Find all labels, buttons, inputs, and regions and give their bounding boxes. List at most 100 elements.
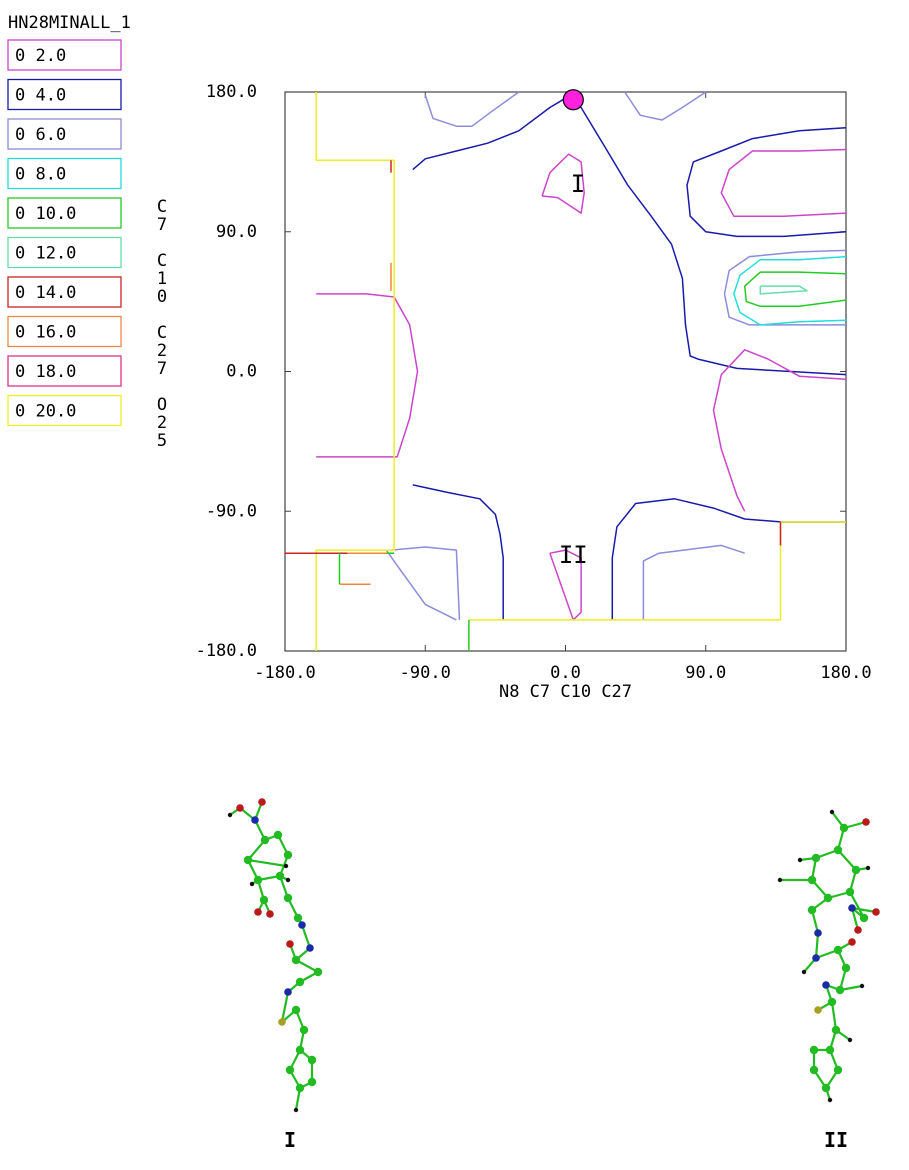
x-axis-label: N8 C7 C10 C27: [499, 682, 632, 702]
x-tick-label: 0.0: [550, 663, 581, 683]
x-tick-label: -90.0: [400, 663, 451, 683]
bond: [837, 849, 857, 871]
atom: [801, 969, 807, 975]
atom: [835, 985, 845, 995]
y-tick-label: -90.0: [206, 501, 257, 521]
atom: [848, 904, 856, 912]
atom: [293, 1107, 299, 1113]
atom: [845, 887, 855, 897]
bond: [247, 858, 287, 868]
contour-line: [712, 349, 847, 512]
bond: [814, 932, 820, 959]
molecule-structures: I II: [227, 798, 880, 1152]
atom: [812, 954, 820, 962]
legend-label: 0 16.0: [15, 323, 76, 343]
atom: [809, 1065, 819, 1075]
atom: [307, 1055, 317, 1065]
atom: [258, 798, 266, 806]
region-label: II: [559, 541, 588, 569]
atom: [249, 881, 255, 887]
atom: [859, 983, 865, 989]
legend-label: 0 10.0: [15, 204, 76, 224]
legend: HN28MINALL_1 0 2.0 0 4.0 0 6.0 0 8.0 0 10.0 0 …: [7, 13, 131, 427]
atom: [236, 804, 244, 812]
legend-swatch: [7, 394, 122, 427]
legend-swatch: [7, 276, 122, 308]
x-tick-label: -180.0: [254, 663, 315, 683]
atom: [286, 940, 294, 948]
atom: [821, 1083, 831, 1093]
contour-line: [412, 97, 847, 376]
y-axis-label-char: C: [157, 251, 167, 271]
atom: [285, 1065, 295, 1075]
contour-line: [743, 271, 847, 308]
bond: [247, 839, 266, 861]
atom: [833, 845, 843, 855]
atom: [809, 1045, 819, 1055]
contour-line: [424, 91, 520, 127]
y-tick-label: 180.0: [206, 82, 257, 102]
legend-swatch: [7, 157, 122, 190]
bond: [300, 924, 312, 949]
y-tick-label: 0.0: [226, 362, 257, 382]
atom: [295, 1045, 305, 1055]
atom: [299, 1025, 309, 1035]
atom: [827, 997, 837, 1007]
y-axis-label-char: 0: [157, 287, 167, 307]
atom: [833, 1065, 843, 1075]
legend-swatch: [7, 315, 122, 348]
atom: [273, 830, 283, 840]
atom: [831, 1025, 841, 1035]
legend-label: 0 18.0: [15, 362, 76, 382]
legend-swatch: [7, 39, 122, 71]
current-conformation-marker: [562, 89, 584, 111]
contour-line: [624, 91, 707, 121]
bond: [851, 906, 877, 914]
contour-line: [611, 498, 846, 620]
atom: [854, 926, 862, 934]
molecule-I: [227, 798, 323, 1113]
contour-line: [412, 484, 504, 620]
atom: [833, 945, 843, 955]
bond: [830, 1001, 838, 1031]
y-axis-label-char: C: [157, 323, 167, 343]
atom: [295, 1083, 305, 1093]
atom: [313, 967, 323, 977]
plot-area: -180.0 -90.0 0.0 90.0 180.0 -180.0 -90.0 0.0 90.…: [157, 82, 872, 702]
atom: [829, 809, 835, 815]
y-axis-label-char: 7: [157, 215, 167, 235]
atom: [284, 988, 292, 996]
atom: [851, 865, 861, 875]
x-tick-label: 90.0: [685, 663, 726, 683]
atom: [797, 857, 803, 863]
y-axis-label-char: 2: [157, 413, 167, 433]
contour-line: [484, 521, 846, 621]
atom: [841, 963, 851, 973]
bond: [849, 891, 865, 919]
atom: [260, 835, 270, 845]
y-tick-label: 90.0: [216, 222, 257, 242]
atom: [839, 823, 849, 833]
atom: [283, 850, 293, 860]
atom: [283, 893, 293, 903]
legend-swatch: [7, 236, 122, 269]
y-axis-label-char: 5: [157, 431, 167, 451]
bond: [280, 991, 290, 1023]
atom: [306, 944, 314, 952]
chart-title: HN28MINALL_1: [8, 13, 131, 33]
legend-label: 0 20.0: [15, 402, 76, 422]
atom: [251, 816, 259, 824]
y-axis-label-char: 1: [157, 269, 167, 289]
atom: [822, 981, 830, 989]
atom: [293, 913, 303, 923]
x-tick-label: 180.0: [820, 663, 871, 683]
legend-swatch: [7, 355, 122, 387]
contour-line: [759, 285, 808, 295]
legend-swatch: [7, 197, 122, 229]
atom: [847, 1037, 853, 1043]
contour-line: [390, 546, 461, 620]
legend-label: 0 12.0: [15, 244, 76, 264]
contour-line: [686, 126, 847, 238]
